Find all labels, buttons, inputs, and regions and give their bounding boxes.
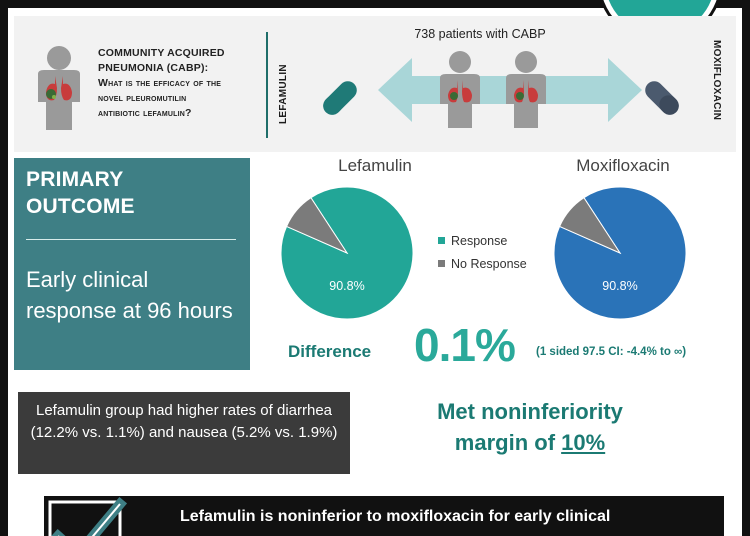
lefamulin-arm-label: LEFAMULIN bbox=[276, 46, 296, 126]
patients-label: 738 patients with CABP bbox=[414, 27, 546, 41]
person-with-lungs-icon bbox=[440, 51, 480, 128]
lefamulin-data-label: 90.8% bbox=[329, 279, 364, 293]
clinical-question: COMMUNITY ACQUIRED PNEUMONIA (CABP): Wha… bbox=[98, 46, 258, 121]
legend-swatch-no-response bbox=[438, 260, 445, 267]
moxifloxacin-chart-title: Moxifloxacin bbox=[576, 156, 670, 175]
noninferiority-line1: Met noninferiority bbox=[437, 399, 623, 424]
left-border bbox=[0, 0, 8, 536]
difference-label: Difference bbox=[288, 342, 372, 361]
noninferiority-margin: 10% bbox=[561, 430, 606, 455]
outcome-divider bbox=[26, 239, 236, 240]
moxifloxacin-pill-icon bbox=[645, 81, 679, 115]
moxifloxacin-arm-text: MOXIFLOXACIN bbox=[711, 40, 722, 121]
legend-item-no-response: No Response bbox=[438, 252, 527, 275]
right-border bbox=[742, 0, 750, 536]
outcome-title-line2: OUTCOME bbox=[26, 195, 135, 218]
adverse-events-box bbox=[18, 392, 350, 474]
lefamulin-pill-icon bbox=[323, 81, 357, 115]
question-line1: What is the efficacy of the bbox=[98, 77, 222, 89]
legend-label-response: Response bbox=[451, 233, 508, 248]
person-with-lungs-icon bbox=[38, 46, 80, 130]
adverse-events-text: Lefamulin group had higher rates of diar… bbox=[30, 402, 338, 441]
noninferiority-line2: margin of 10% bbox=[380, 427, 680, 458]
legend-swatch-response bbox=[438, 237, 445, 244]
moxifloxacin-data-label: 90.8% bbox=[602, 279, 637, 293]
conclusion-text: Lefamulin is noninferior to moxifloxacin… bbox=[180, 508, 611, 525]
question-line3: antibiotic lefamulin? bbox=[98, 107, 192, 119]
lefamulin-pie-chart: 90.8% bbox=[280, 186, 414, 320]
top-band bbox=[0, 0, 750, 8]
primary-outcome-title: PRIMARY OUTCOME bbox=[26, 166, 135, 220]
question-line2: novel pleuromutilin bbox=[98, 92, 187, 104]
question-title-line2: PNEUMONIA (CABP): bbox=[98, 62, 209, 74]
difference-ci: (1 sided 97.5 CI: -4.4% to ∞) bbox=[536, 346, 687, 358]
difference-value: 0.1% bbox=[414, 319, 516, 371]
chart-legend: Response No Response bbox=[438, 229, 527, 275]
noninferiority-prefix: margin of bbox=[454, 430, 562, 455]
primary-outcome-panel bbox=[14, 158, 250, 370]
question-title-line1: COMMUNITY ACQUIRED bbox=[98, 47, 225, 59]
lefamulin-arm-text: LEFAMULIN bbox=[278, 64, 289, 124]
moxifloxacin-arm-label: MOXIFLOXACIN bbox=[706, 40, 726, 130]
legend-item-response: Response bbox=[438, 229, 527, 252]
header-divider bbox=[266, 32, 268, 138]
person-with-lungs-icon bbox=[506, 51, 546, 128]
conclusion-bar bbox=[44, 496, 724, 536]
moxifloxacin-slice-no-response bbox=[558, 197, 622, 255]
moxifloxacin-pie-chart: 90.8% bbox=[553, 186, 687, 320]
lefamulin-chart-title: Lefamulin bbox=[338, 156, 412, 175]
legend-label-no-response: No Response bbox=[451, 256, 527, 271]
check-mark-icon bbox=[48, 496, 128, 536]
noninferiority-statement: Met noninferiority margin of 10% bbox=[380, 396, 680, 458]
lefamulin-slice-no-response bbox=[285, 197, 349, 255]
outcome-description: Early clinical response at 96 hours bbox=[26, 267, 233, 323]
study-design-diagram bbox=[323, 51, 679, 128]
outcome-title-line1: PRIMARY bbox=[26, 168, 124, 191]
